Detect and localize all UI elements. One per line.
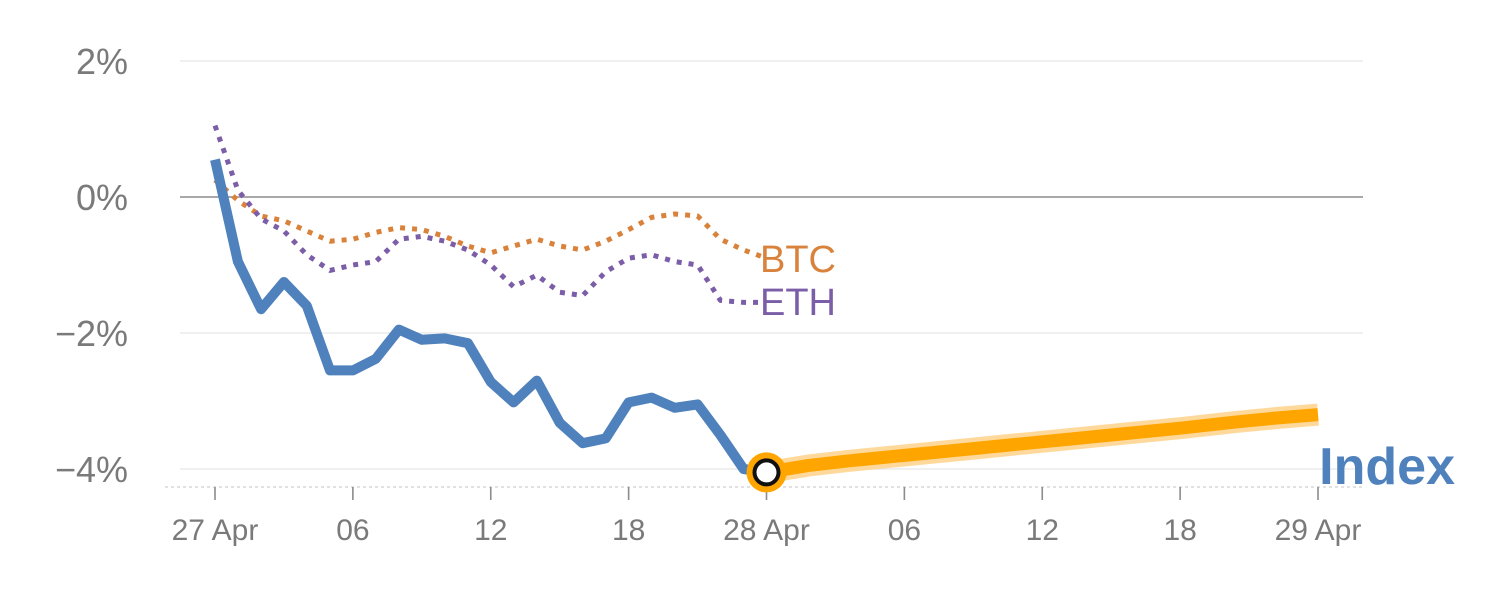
series-layer	[210, 124, 768, 478]
x-tick-label: 12	[474, 514, 507, 547]
forecast-layer	[764, 403, 1319, 484]
series-label-eth: ETH	[760, 282, 836, 324]
x-tick-label: 18	[612, 514, 645, 547]
series-line-eth	[212, 124, 767, 305]
series-line-index	[210, 158, 768, 478]
forecast-line	[765, 408, 1319, 479]
current-point-marker	[752, 458, 781, 487]
series-line-btc	[213, 178, 768, 261]
tick-layer: 2% 0% −2% −4% 27 Apr 06 12 18 28 Apr 06 12 18 29 Apr	[55, 41, 1361, 547]
x-tick-label: 06	[888, 514, 921, 547]
y-tick-label: −2%	[55, 313, 128, 354]
y-tick-label: 2%	[76, 41, 128, 82]
y-tick-label: 0%	[76, 177, 128, 218]
x-tick-label: 18	[1163, 514, 1196, 547]
marker-layer	[746, 452, 787, 493]
x-tick-label: 28 Apr	[723, 514, 810, 547]
x-tick-label: 29 Apr	[1275, 514, 1362, 547]
x-tick-label: 06	[336, 514, 369, 547]
y-tick-label: −4%	[55, 449, 128, 490]
grid-layer	[165, 60, 1363, 488]
series-label-index: Index	[1319, 438, 1455, 496]
x-tick-label: 12	[1026, 514, 1059, 547]
x-tick-label: 27 Apr	[172, 514, 259, 547]
series-label-btc: BTC	[760, 239, 836, 281]
